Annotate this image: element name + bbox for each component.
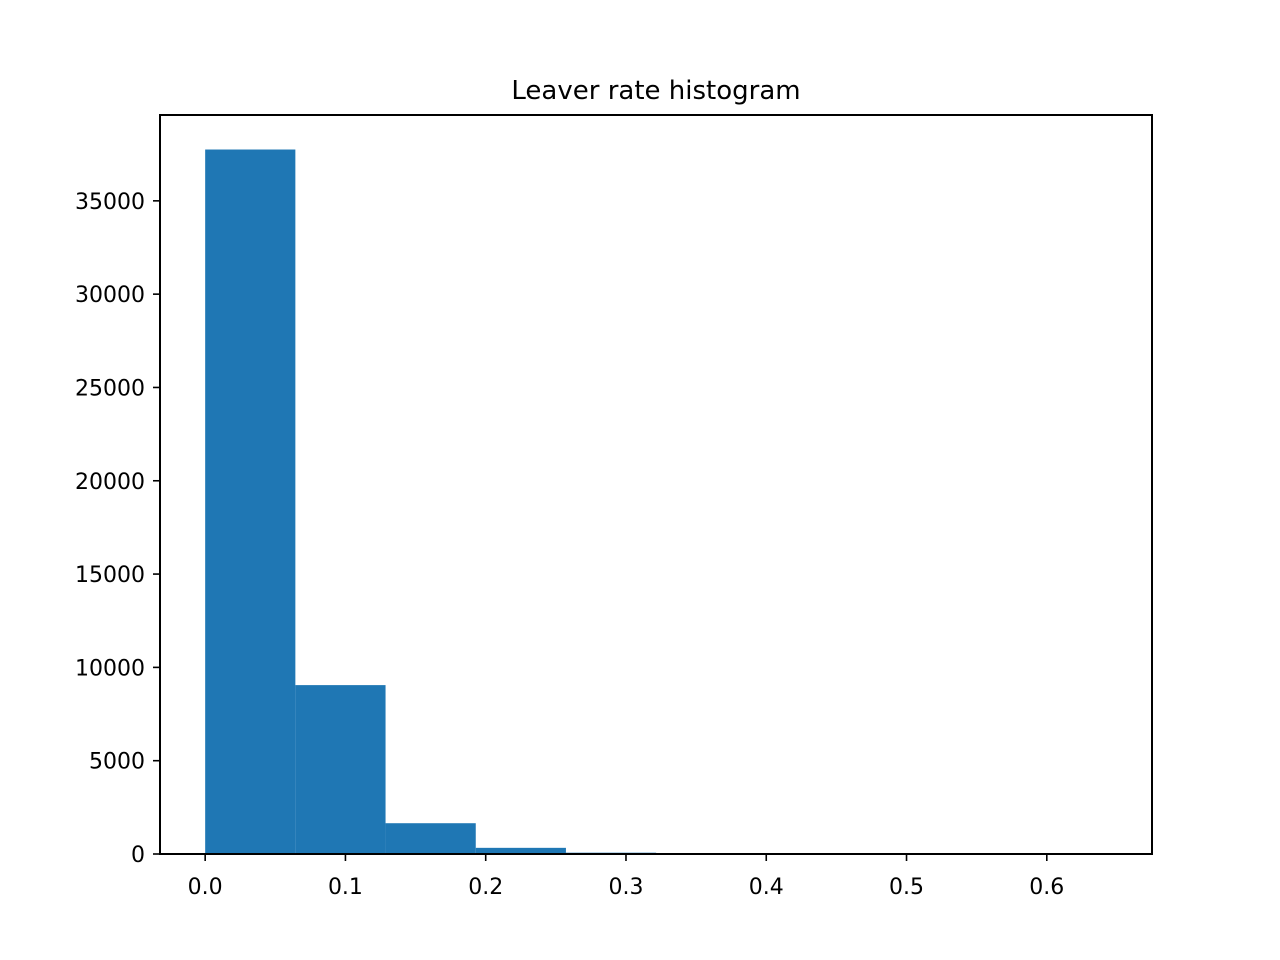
y-tick-label: 20000: [75, 470, 145, 495]
x-tick-label: 0.6: [1029, 875, 1064, 900]
histogram-bar-1: [295, 685, 386, 854]
x-tick-label: 0.1: [328, 875, 363, 900]
histogram-bar-2: [385, 823, 476, 854]
y-tick-label: 10000: [75, 656, 145, 681]
x-tick-label: 0.5: [889, 875, 924, 900]
x-tick-label: 0.0: [188, 875, 223, 900]
y-tick-label: 15000: [75, 563, 145, 588]
bars-group: [205, 149, 1108, 854]
histogram-bar-0: [205, 149, 296, 854]
y-axis: 0 5000 10000 15000 20000 25000 30000 35000: [75, 190, 160, 868]
x-tick-label: 0.3: [608, 875, 643, 900]
x-tick-label: 0.2: [468, 875, 503, 900]
chart-title: Leaver rate histogram: [511, 76, 800, 106]
y-tick-label: 35000: [75, 190, 145, 215]
y-tick-label: 5000: [89, 750, 145, 775]
y-tick-label: 0: [131, 843, 145, 868]
x-axis: 0.0 0.1 0.2 0.3 0.4 0.5 0.6: [188, 854, 1064, 900]
plot-frame: [159, 114, 1153, 855]
y-tick-label: 30000: [75, 283, 145, 308]
x-tick-label: 0.4: [749, 875, 784, 900]
histogram-bar-3: [475, 847, 566, 854]
y-tick-label: 25000: [75, 376, 145, 401]
